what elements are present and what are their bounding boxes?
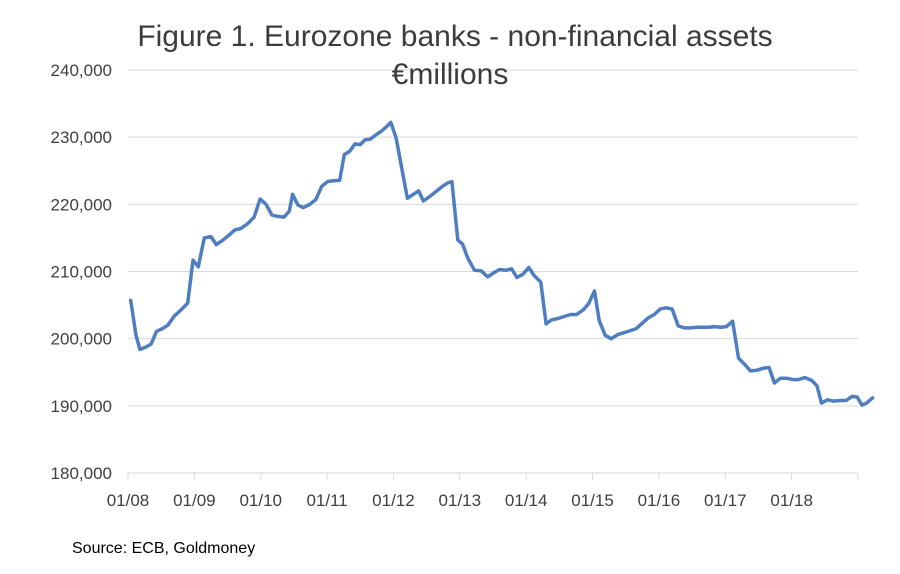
y-tick-label: 210,000 [51, 263, 112, 282]
series-group [128, 120, 875, 407]
x-tick-label: 01/13 [439, 491, 482, 510]
x-axis [127, 472, 859, 480]
x-tick-label: 01/16 [638, 491, 681, 510]
x-tick-label: 01/18 [770, 491, 813, 510]
y-tick-label: 240,000 [51, 61, 112, 80]
y-tick-label: 190,000 [51, 397, 112, 416]
chart-title-block: Figure 1. Eurozone banks - non-financial… [0, 18, 900, 94]
gridlines [128, 69, 858, 407]
source-note: Source: ECB, Goldmoney [72, 540, 256, 557]
x-tick-label: 01/10 [239, 491, 282, 510]
y-tick-label: 220,000 [51, 195, 112, 214]
x-tick-label: 01/08 [107, 491, 150, 510]
series-line [128, 120, 875, 407]
x-tick-label: 01/15 [571, 491, 614, 510]
y-tick-label: 230,000 [51, 128, 112, 147]
x-tick-label: 01/11 [306, 491, 347, 510]
y-tick-label: 180,000 [51, 464, 112, 483]
y-axis-tick-labels: 180,000 190,000 200,000 210,000 220,000 230,0… [51, 61, 112, 483]
x-tick-label: 01/09 [173, 491, 216, 510]
x-tick-label: 01/14 [505, 491, 548, 510]
x-axis-tick-labels: 01/08 01/09 01/10 01/11 01/12 01/13 01/14 01/15… [107, 491, 813, 510]
x-tick-label: 01/12 [372, 491, 415, 510]
y-tick-label: 200,000 [51, 330, 112, 349]
chart-subtitle: €millions [391, 58, 509, 91]
chart-title: Figure 1. Eurozone banks - non-financial… [137, 20, 773, 53]
x-tick-label: 01/17 [704, 491, 747, 510]
